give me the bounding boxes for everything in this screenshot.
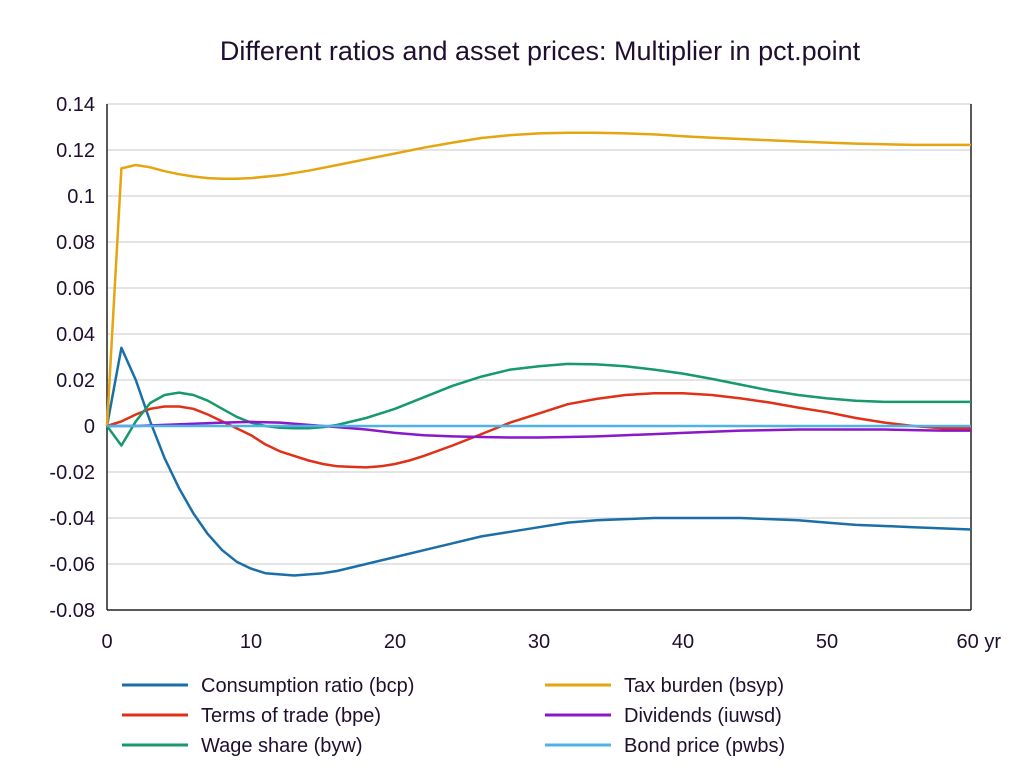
y-tick-label: 0.1 xyxy=(67,186,95,208)
y-tick-label: 0.08 xyxy=(56,232,95,254)
y-tick-label: -0.02 xyxy=(49,462,95,484)
legend: Consumption ratio (bcp) Terms of trade (b… xyxy=(122,675,785,757)
x-tick-label: 20 xyxy=(384,631,406,653)
y-tick-label: -0.04 xyxy=(49,508,95,530)
y-tick-label: 0.14 xyxy=(56,94,95,116)
y-tick-label: 0.12 xyxy=(56,140,95,162)
legend-label: Wage share (byw) xyxy=(201,735,363,757)
legend-label: Terms of trade (bpe) xyxy=(201,705,381,727)
x-tick-label: 60 yr xyxy=(957,631,1002,653)
chart-title: Different ratios and asset prices: Multi… xyxy=(220,36,861,66)
x-tick-label: 30 xyxy=(528,631,550,653)
y-tick-label: 0.06 xyxy=(56,278,95,300)
series-line xyxy=(105,362,971,447)
y-tick-label: 0.02 xyxy=(56,370,95,392)
y-tick-label: 0.04 xyxy=(56,324,95,346)
x-tick-label: 40 xyxy=(672,631,694,653)
legend-label: Dividends (iuwsd) xyxy=(624,705,782,727)
x-tick-label: 50 xyxy=(816,631,838,653)
x-tick-label: 0 xyxy=(101,631,112,653)
y-tick-label: -0.06 xyxy=(49,554,95,576)
series-line xyxy=(107,420,971,439)
legend-label: Tax burden (bsyp) xyxy=(624,675,784,697)
x-tick-label: 10 xyxy=(240,631,262,653)
y-tick-label: -0.08 xyxy=(49,600,95,622)
series-line xyxy=(106,392,971,469)
tick-labels: -0.08 -0.06 -0.04 -0.02 0 0.02 0.04 0.06 0.08 0.1… xyxy=(49,94,1001,653)
legend-label: Bond price (pwbs) xyxy=(624,735,785,757)
y-tick-label: 0 xyxy=(84,416,95,438)
series-line xyxy=(105,131,971,427)
series-line xyxy=(105,346,972,577)
legend-label: Consumption ratio (bcp) xyxy=(201,675,414,697)
series-lines xyxy=(105,131,972,577)
